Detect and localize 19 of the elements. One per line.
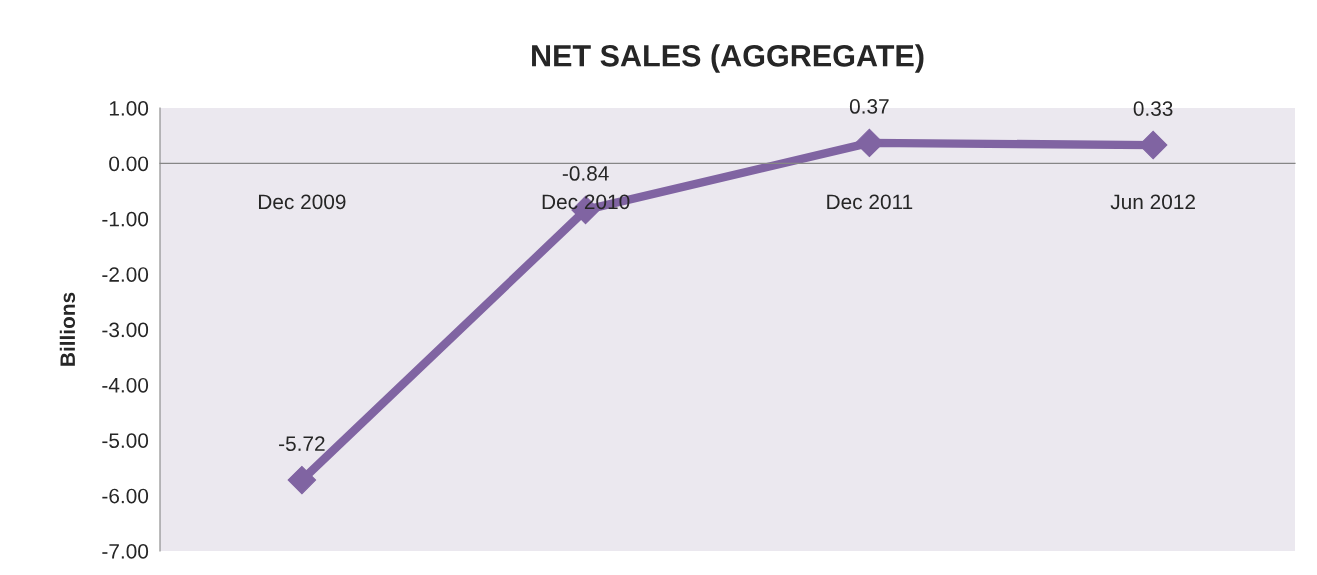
data-label: -5.72	[279, 436, 325, 451]
x-tick-label: Jun 2012	[1110, 194, 1195, 210]
y-tick-label: -7.00	[102, 544, 149, 559]
x-tick-label: Dec 2011	[827, 194, 913, 210]
data-label: 0.33	[1133, 101, 1173, 116]
y-tick-label: 1.00	[109, 101, 149, 116]
y-tick-label: -6.00	[102, 488, 149, 504]
y-tick-label: -3.00	[102, 322, 149, 338]
x-tick-label: Dec 2009	[259, 194, 346, 210]
data-label: -0.84	[562, 166, 609, 181]
y-tick-label: -4.00	[102, 377, 149, 393]
y-tick-label: -5.00	[102, 433, 149, 448]
y-tick-label: -2.00	[102, 267, 149, 282]
point	[287, 465, 317, 495]
y-tick-label: 0.00	[109, 156, 149, 172]
y-tick-label: -1.00	[102, 211, 149, 227]
y-axis-title: Billions	[59, 292, 76, 366]
chart-title: NET SALES (AGGREGATE)	[532, 44, 924, 73]
data-label: 0.37	[849, 99, 889, 114]
